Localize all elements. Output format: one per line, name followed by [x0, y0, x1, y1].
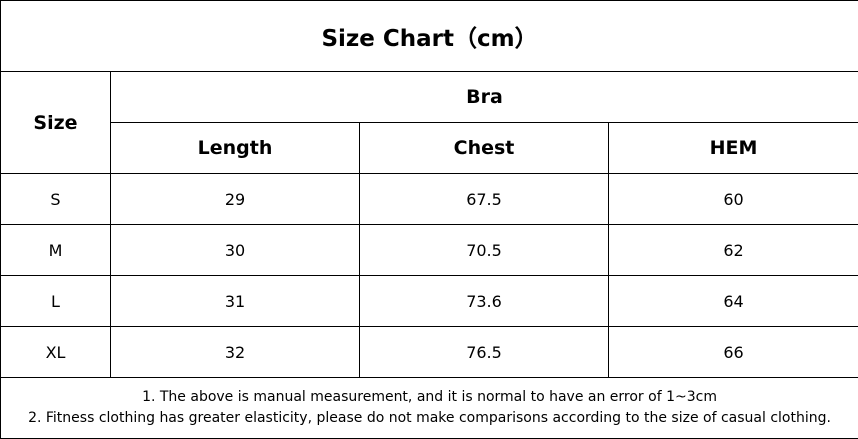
notes-cell: 1. The above is manual measurement, and …: [1, 378, 858, 439]
hem-cell: 64: [609, 276, 858, 327]
chest-cell: 67.5: [360, 174, 609, 225]
chest-cell: 70.5: [360, 225, 609, 276]
hem-cell: 60: [609, 174, 858, 225]
size-header: Size: [1, 72, 111, 174]
length-cell: 32: [111, 327, 360, 378]
group-header-bra: Bra: [111, 72, 858, 123]
length-cell: 30: [111, 225, 360, 276]
chest-cell: 73.6: [360, 276, 609, 327]
size-cell: S: [1, 174, 111, 225]
size-cell: XL: [1, 327, 111, 378]
hem-cell: 66: [609, 327, 858, 378]
size-cell: M: [1, 225, 111, 276]
table-row: XL 32 76.5 66: [1, 327, 858, 378]
table-row: M 30 70.5 62: [1, 225, 858, 276]
column-header-chest: Chest: [360, 123, 609, 174]
note-line: 1. The above is manual measurement, and …: [1, 387, 858, 408]
table-row: S 29 67.5 60: [1, 174, 858, 225]
chest-cell: 76.5: [360, 327, 609, 378]
column-header-length: Length: [111, 123, 360, 174]
hem-cell: 62: [609, 225, 858, 276]
length-cell: 31: [111, 276, 360, 327]
chart-title: Size Chart（cm）: [1, 1, 858, 72]
note-line: 2. Fitness clothing has greater elastici…: [1, 408, 858, 429]
length-cell: 29: [111, 174, 360, 225]
table-row: L 31 73.6 64: [1, 276, 858, 327]
size-cell: L: [1, 276, 111, 327]
column-header-hem: HEM: [609, 123, 858, 174]
